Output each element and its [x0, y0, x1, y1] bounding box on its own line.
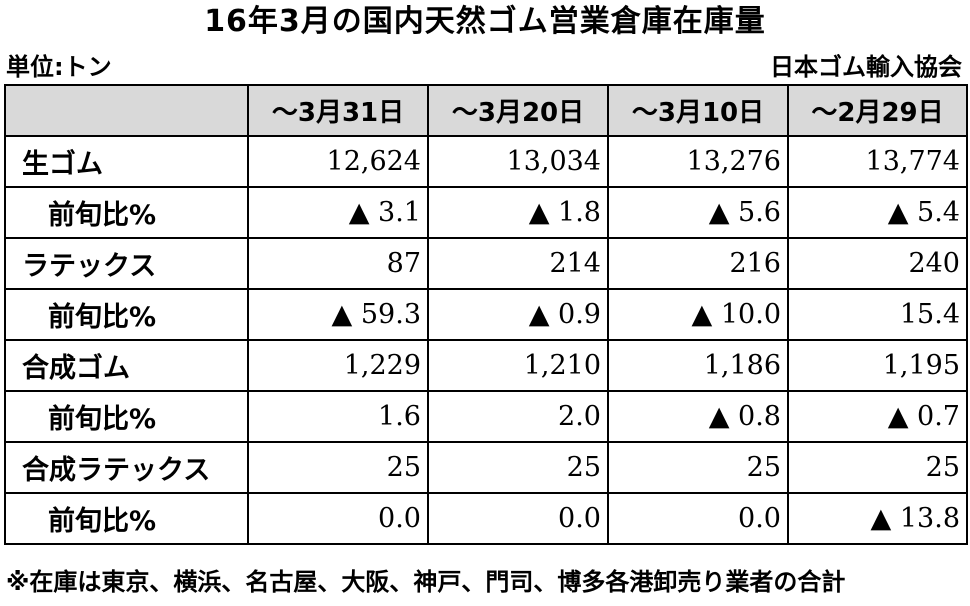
table-row: 生ゴム 12,624 13,034 13,276 13,774	[4, 135, 968, 188]
table-cell: 13,276	[607, 135, 789, 188]
table-cell: ▲ 0.9	[427, 288, 609, 341]
table-row: 前旬比% 0.0 0.0 0.0 ▲ 13.8	[4, 492, 968, 545]
table-cell: 25	[427, 441, 609, 494]
row-label: ラテックス	[4, 237, 249, 290]
table-cell: 15.4	[787, 288, 968, 341]
column-header: ～3月10日	[607, 84, 789, 137]
table-cell: ▲ 59.3	[247, 288, 429, 341]
table-cell: 0.0	[247, 492, 429, 545]
table-cell: 25	[787, 441, 968, 494]
table-row: 前旬比% ▲ 59.3 ▲ 0.9 ▲ 10.0 15.4	[4, 288, 968, 341]
table-cell: 1.6	[247, 390, 429, 443]
row-label: 前旬比%	[4, 390, 249, 443]
unit-label: 単位:トン	[6, 53, 112, 81]
table-row: 前旬比% 1.6 2.0 ▲ 0.8 ▲ 0.7	[4, 390, 968, 443]
column-header: ～2月29日	[787, 84, 968, 137]
column-header: ～3月31日	[247, 84, 429, 137]
row-label: 前旬比%	[4, 288, 249, 341]
table-cell: ▲ 0.8	[607, 390, 789, 443]
table-cell: ▲ 3.1	[247, 186, 429, 239]
row-label: 前旬比%	[4, 492, 249, 545]
column-header: ～3月20日	[427, 84, 609, 137]
table-cell: 1,229	[247, 339, 429, 392]
table-row: 合成ゴム 1,229 1,210 1,186 1,195	[4, 339, 968, 392]
table-cell: 240	[787, 237, 968, 290]
table-cell: 87	[247, 237, 429, 290]
source-label: 日本ゴム輸入協会	[770, 53, 962, 81]
table-cell: 216	[607, 237, 789, 290]
footnote: ※在庫は東京、横浜、名古屋、大阪、神戸、門司、博多各港卸売り業者の合計	[6, 568, 846, 596]
table-row: 合成ラテックス 25 25 25 25	[4, 441, 968, 494]
table-cell: 0.0	[607, 492, 789, 545]
row-label: 合成ラテックス	[4, 441, 249, 494]
table-cell: ▲ 13.8	[787, 492, 968, 545]
table-cell: 214	[427, 237, 609, 290]
table-cell: 0.0	[427, 492, 609, 545]
table-cell: 25	[247, 441, 429, 494]
table-cell: ▲ 0.7	[787, 390, 968, 443]
table-cell: 1,186	[607, 339, 789, 392]
row-label: 生ゴム	[4, 135, 249, 188]
row-label: 前旬比%	[4, 186, 249, 239]
table-header-row: ～3月31日 ～3月20日 ～3月10日 ～2月29日	[4, 84, 968, 137]
table-cell: 12,624	[247, 135, 429, 188]
table-cell: 13,774	[787, 135, 968, 188]
table-corner-cell	[4, 84, 249, 137]
inventory-table: ～3月31日 ～3月20日 ～3月10日 ～2月29日 生ゴム 12,624 1…	[4, 84, 968, 545]
table-cell: ▲ 10.0	[607, 288, 789, 341]
row-label: 合成ゴム	[4, 339, 249, 392]
table-cell: ▲ 5.4	[787, 186, 968, 239]
table-cell: 1,195	[787, 339, 968, 392]
table-cell: 2.0	[427, 390, 609, 443]
table-cell: 13,034	[427, 135, 609, 188]
table-row: ラテックス 87 214 216 240	[4, 237, 968, 290]
table-cell: ▲ 5.6	[607, 186, 789, 239]
table-cell: ▲ 1.8	[427, 186, 609, 239]
table-row: 前旬比% ▲ 3.1 ▲ 1.8 ▲ 5.6 ▲ 5.4	[4, 186, 968, 239]
page-title: 16年3月の国内天然ゴム営業倉庫在庫量	[204, 4, 766, 39]
table-cell: 25	[607, 441, 789, 494]
table-cell: 1,210	[427, 339, 609, 392]
